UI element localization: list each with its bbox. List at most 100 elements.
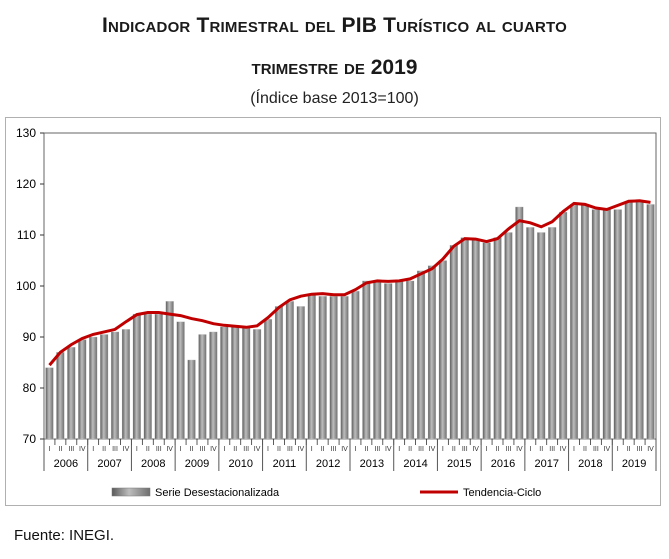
legend: Serie Desestacionalizada Tendencia-Ciclo — [111, 487, 541, 499]
x-year-label: 2018 — [578, 458, 602, 470]
trend-line — [48, 199, 651, 367]
x-quarter-label: IV — [429, 446, 436, 453]
x-quarter-label: IV — [385, 446, 392, 453]
bar — [132, 313, 141, 440]
bar — [460, 237, 469, 440]
x-quarter-label: I — [529, 446, 531, 453]
bar — [285, 301, 294, 440]
bar — [613, 209, 622, 440]
y-tick-label: 120 — [16, 177, 36, 191]
bar — [493, 237, 502, 440]
x-quarter-label: II — [627, 446, 631, 453]
x-quarter-label: III — [243, 446, 249, 453]
bar — [537, 232, 546, 440]
x-quarter-label: I — [311, 446, 313, 453]
x-quarter-label: III — [549, 446, 555, 453]
x-year-label: 2007 — [97, 458, 121, 470]
bar — [624, 201, 633, 440]
bar — [110, 331, 120, 440]
bar — [591, 209, 600, 440]
bar — [559, 211, 568, 440]
x-quarter-label: I — [92, 446, 94, 453]
bar — [242, 326, 251, 440]
x-quarter-label: IV — [123, 446, 130, 453]
bar — [406, 280, 415, 440]
legend-label-bars: Serie Desestacionalizada — [155, 487, 280, 499]
x-quarter-label: II — [58, 446, 62, 453]
x-quarter-label: I — [267, 446, 269, 453]
bar — [78, 339, 87, 440]
bar — [296, 306, 305, 440]
chart-title-line2: trimestre de 2019 — [0, 56, 669, 80]
bar — [548, 227, 557, 440]
bar — [67, 347, 76, 440]
x-quarter-label: IV — [516, 446, 523, 453]
bar — [646, 204, 655, 440]
x-quarter-label: III — [156, 446, 162, 453]
x-quarter-label: III — [593, 446, 599, 453]
x-quarter-label: IV — [166, 446, 173, 453]
x-quarter-label: I — [573, 446, 575, 453]
x-quarter-label: II — [233, 446, 237, 453]
bar — [373, 280, 382, 440]
x-quarter-label: II — [408, 446, 412, 453]
bar — [416, 270, 426, 440]
bar — [89, 336, 98, 440]
x-axis: I II III IV I II III IV I II III IV I II III IV I II III IV… — [43, 439, 657, 471]
x-quarter-label: III — [462, 446, 468, 453]
x-year-label: 2017 — [534, 458, 558, 470]
bar — [143, 313, 152, 440]
x-year-label: 2014 — [403, 458, 427, 470]
x-quarter-label: III — [331, 446, 337, 453]
bar — [526, 227, 535, 440]
x-quarter-label: IV — [254, 446, 261, 453]
bar-series — [45, 201, 655, 440]
bar — [45, 367, 54, 440]
x-year-label: 2012 — [316, 458, 340, 470]
y-tick-label: 90 — [23, 330, 37, 344]
bar — [100, 334, 109, 440]
x-quarter-label: III — [287, 446, 293, 453]
x-year-label: 2011 — [273, 458, 297, 470]
x-quarter-label: IV — [647, 446, 654, 453]
x-quarter-label: IV — [472, 446, 479, 453]
bar — [220, 326, 229, 440]
x-quarter-label: II — [102, 446, 106, 453]
bar — [395, 280, 404, 440]
x-quarter-label: IV — [560, 446, 567, 453]
x-year-label: 2006 — [54, 458, 78, 470]
y-tick-label: 110 — [17, 228, 36, 242]
bar — [307, 293, 316, 440]
bar — [263, 318, 273, 440]
x-quarter-label: III — [112, 446, 118, 453]
chart-title-line1: Indicador Trimestral del PIB Turístico a… — [0, 14, 669, 38]
x-quarter-label: IV — [298, 446, 305, 453]
bar — [482, 242, 491, 440]
x-quarter-label: IV — [341, 446, 348, 453]
bar — [154, 313, 163, 440]
x-quarter-label: III — [637, 446, 643, 453]
x-year-label: 2010 — [228, 458, 252, 470]
x-quarter-label: II — [452, 446, 456, 453]
y-tick-label: 100 — [16, 279, 36, 293]
bar — [318, 296, 327, 440]
x-quarter-label: III — [506, 446, 512, 453]
bar — [569, 204, 579, 440]
y-tick-label: 130 — [16, 126, 36, 140]
chart-frame — [5, 117, 661, 506]
x-quarter-label: IV — [604, 446, 611, 453]
x-quarter-label: II — [321, 446, 325, 453]
bar — [253, 329, 262, 440]
bar — [515, 206, 524, 440]
bar — [209, 331, 218, 440]
x-quarter-label: III — [418, 446, 424, 453]
source-note: Fuente: INEGI. — [14, 527, 115, 544]
x-quarter-label: IV — [210, 446, 217, 453]
x-year-label: 2016 — [491, 458, 515, 470]
x-quarter-label: III — [374, 446, 380, 453]
bar — [471, 239, 480, 440]
bar — [121, 329, 131, 440]
x-quarter-label: II — [146, 446, 150, 453]
bar — [580, 204, 590, 440]
